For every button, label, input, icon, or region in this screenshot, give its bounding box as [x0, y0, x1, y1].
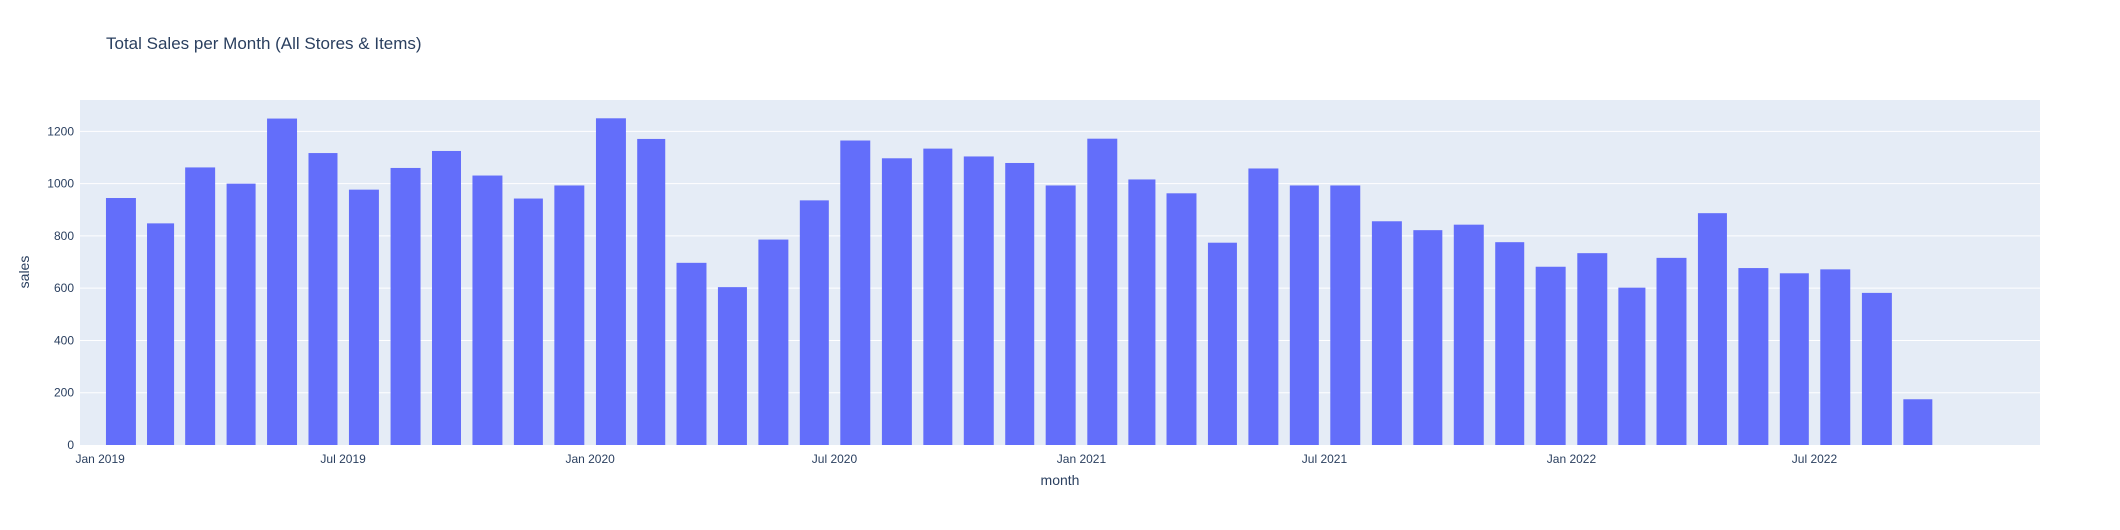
y-axis-label: sales	[16, 256, 32, 289]
bar-2021-09	[1413, 230, 1443, 445]
bar-2021-08	[1371, 221, 1402, 445]
bar-2020-04	[717, 287, 747, 445]
chart-title: Total Sales per Month (All Stores & Item…	[106, 34, 422, 53]
x-tick-label: Jul 2020	[812, 452, 858, 466]
bar-2020-12	[1045, 185, 1076, 445]
bar-2019-07	[348, 189, 379, 445]
y-tick-label: 1200	[47, 124, 74, 138]
bar-2021-07	[1330, 185, 1361, 445]
bar-2022-07	[1820, 269, 1851, 445]
bar-2020-08	[881, 158, 912, 445]
x-tick-label: Jul 2021	[1302, 452, 1348, 466]
y-tick-label: 1000	[47, 177, 74, 191]
bar-2021-01	[1087, 138, 1118, 445]
y-tick-labels: 0 200 400 600 800 1000 1200	[47, 124, 74, 452]
bar-2022-04	[1697, 213, 1727, 445]
bar-2021-06	[1289, 185, 1319, 445]
bar-2020-06	[799, 200, 829, 445]
bar-2019-11	[513, 198, 543, 445]
x-tick-label: Jul 2019	[320, 452, 366, 466]
bar-2019-01	[105, 198, 136, 445]
bar-2021-02	[1128, 179, 1156, 446]
bar-2020-01	[595, 118, 626, 445]
bar-2020-07	[840, 140, 871, 446]
bar-2019-05	[267, 118, 298, 445]
x-tick-label: Jan 2019	[75, 452, 125, 466]
bar-2022-08	[1861, 292, 1892, 445]
bar-2020-05	[758, 239, 789, 445]
bar-2019-09	[431, 150, 461, 445]
bar-2021-05	[1248, 168, 1279, 445]
bar-2021-12	[1535, 266, 1566, 445]
bar-2021-10	[1453, 224, 1484, 445]
bar-2019-03	[185, 167, 216, 445]
y-tick-label: 400	[54, 333, 74, 347]
x-tick-label: Jan 2022	[1547, 452, 1597, 466]
bar-2022-02	[1618, 287, 1646, 445]
bar-2022-05	[1738, 268, 1769, 445]
y-tick-label: 600	[54, 281, 74, 295]
bar-2021-04	[1207, 242, 1237, 445]
bar-2021-03	[1166, 193, 1197, 445]
bar-2019-06	[308, 153, 338, 445]
bar-2022-03	[1656, 257, 1687, 445]
bar-2020-09	[923, 148, 953, 445]
bar-2020-10	[963, 156, 994, 446]
bar-2019-12	[554, 185, 585, 445]
bar-2022-06	[1779, 273, 1809, 445]
bar-2022-01	[1577, 253, 1608, 445]
bar-2019-08	[390, 167, 421, 446]
bar-2020-11	[1005, 162, 1035, 445]
x-tick-label: Jan 2020	[565, 452, 615, 466]
bar-2019-04	[226, 183, 256, 446]
y-tick-label: 0	[67, 438, 74, 452]
y-tick-label: 800	[54, 229, 74, 243]
x-tick-label: Jan 2021	[1057, 452, 1107, 466]
bar-2019-02	[147, 223, 175, 445]
bar-2020-02	[637, 138, 666, 445]
x-axis-label: month	[1041, 472, 1080, 488]
bar-2021-11	[1495, 242, 1525, 445]
y-tick-label: 200	[54, 386, 74, 400]
x-tick-labels: Jan 2019 Jul 2019 Jan 2020 Jul 2020 Jan 2021…	[75, 452, 1837, 466]
x-tick-label: Jul 2022	[1792, 452, 1838, 466]
bars	[105, 118, 1933, 446]
bar-2019-10	[472, 175, 503, 445]
bar-2022-09	[1903, 399, 1933, 445]
bar-2020-03	[676, 262, 707, 445]
